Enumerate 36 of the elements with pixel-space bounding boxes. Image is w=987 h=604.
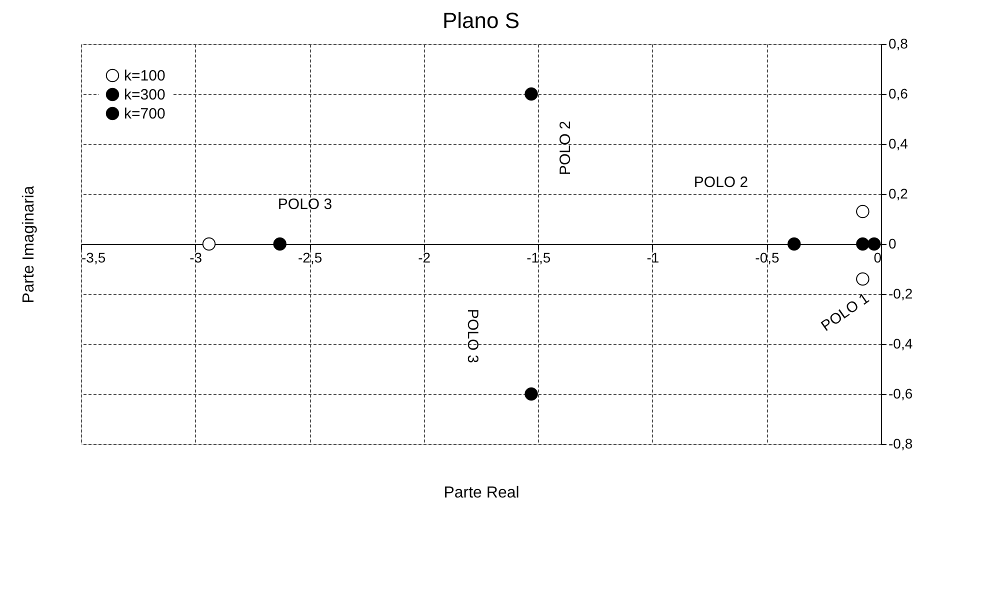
- point: [273, 237, 286, 251]
- y-tick-label: 0: [888, 236, 896, 252]
- legend-label: k=700: [124, 106, 166, 122]
- y-axis-title: Parte Imaginaria: [20, 186, 38, 304]
- annotation: POLO 2: [694, 174, 748, 191]
- x-tick-label: -1,5: [526, 250, 551, 266]
- y-tick-label: -0,6: [888, 386, 913, 402]
- x-tick-label: -1: [646, 250, 660, 266]
- point: [856, 204, 870, 218]
- y-tick-label: -0,8: [888, 436, 913, 452]
- y-tick-label: 0,4: [888, 136, 908, 152]
- x-tick-label: -0,5: [755, 250, 780, 266]
- y-tick-label: 0,8: [888, 36, 908, 52]
- annotation: POLO 2: [557, 120, 574, 176]
- point: [788, 237, 801, 251]
- x-tick-label: 0: [874, 250, 882, 266]
- legend-label: k=100: [124, 68, 166, 84]
- annotation: POLO 3: [464, 308, 481, 364]
- point: [856, 237, 870, 251]
- y-tick-label: -0,2: [888, 286, 913, 302]
- chart-title: Plano S: [442, 8, 520, 33]
- y-tick-label: -0,4: [888, 336, 913, 352]
- legend-label: k=300: [124, 86, 166, 104]
- point: [524, 387, 538, 401]
- point: [202, 237, 216, 251]
- y-tick-label: 0,6: [888, 86, 908, 102]
- point: [856, 272, 870, 286]
- x-tick-label: -2: [418, 250, 431, 266]
- point: [524, 87, 538, 101]
- y-tick-label: 0,2: [888, 186, 908, 202]
- point: [868, 237, 881, 251]
- x-tick-label: -3,5: [82, 250, 106, 266]
- x-tick-label: -3: [190, 250, 202, 266]
- annotation: POLO 3: [278, 196, 332, 213]
- x-axis-title: Parte Real: [444, 484, 520, 502]
- x-tick-label: -2,5: [298, 250, 322, 266]
